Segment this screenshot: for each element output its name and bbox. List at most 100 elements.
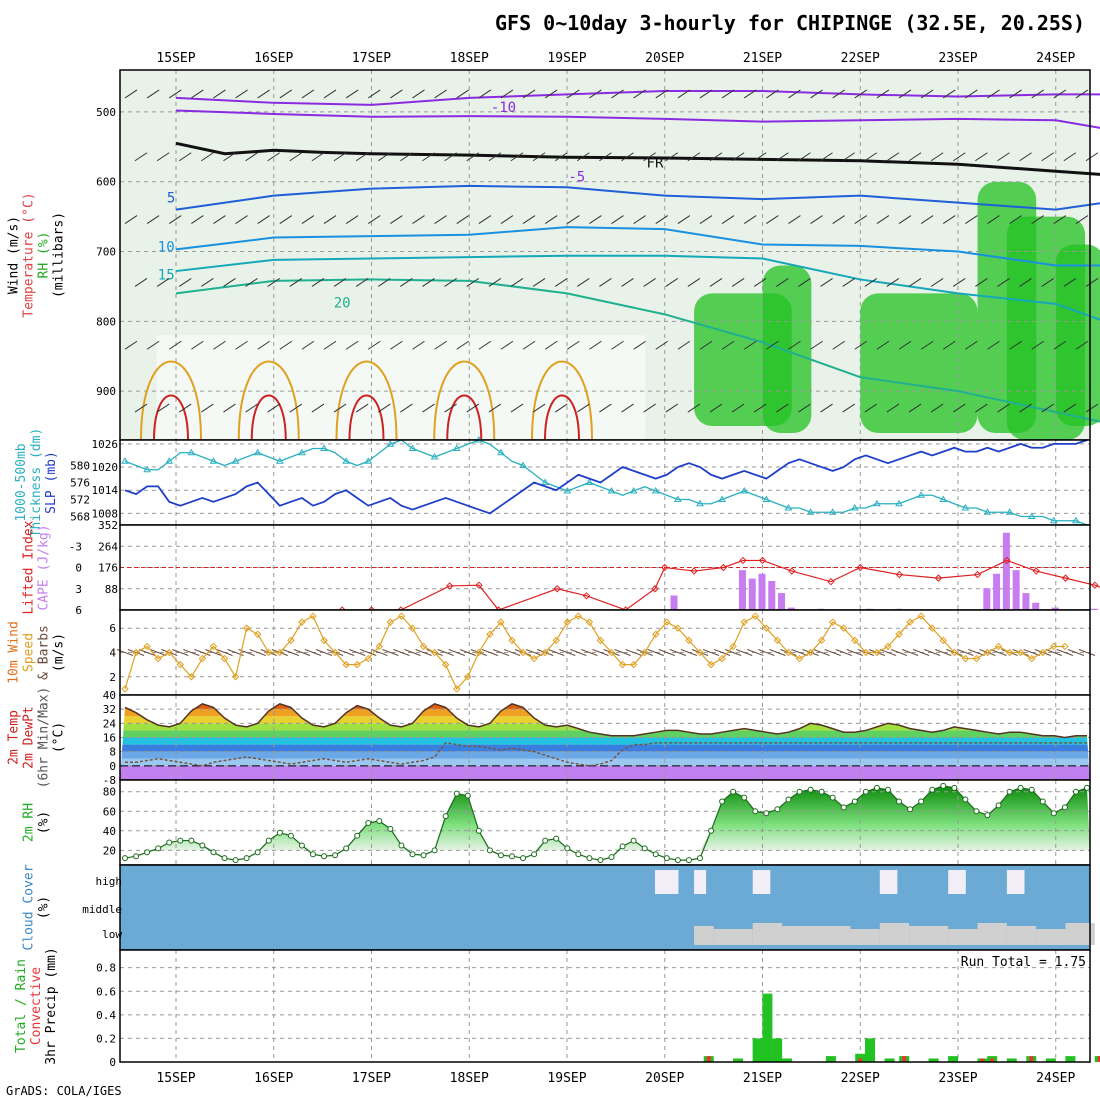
wind-speed-marker (519, 648, 527, 657)
wind-barb (835, 649, 852, 656)
wind-barb (736, 649, 753, 656)
rh-marker (398, 842, 405, 849)
wind-barb (820, 277, 833, 287)
wind-barb (1075, 340, 1089, 350)
thickness-marker (408, 444, 417, 451)
wind-barb (434, 340, 447, 350)
lifted-index-marker (661, 563, 669, 572)
wind-barb (315, 649, 333, 656)
wind-barb (216, 649, 233, 656)
bottom-date-label: 20SEP (645, 1071, 684, 1086)
wind-barb (776, 152, 789, 162)
wind-barb (257, 340, 270, 350)
wind-barb (842, 152, 855, 162)
wind-speed-marker (276, 648, 284, 657)
wind-speed-marker (740, 618, 748, 626)
lifted-index-marker (1061, 574, 1070, 582)
thickness-marker (386, 440, 395, 447)
footer-credit: GrADS: COLA/IGES (6, 1084, 122, 1098)
cape-tick-label: 88 (105, 583, 118, 596)
cape-bar (1022, 593, 1030, 610)
rh-patch (762, 265, 812, 434)
cloud-high (948, 870, 966, 894)
wind-barb (665, 277, 679, 287)
wind-barb (510, 403, 524, 413)
wind-barb (289, 403, 303, 413)
wind-barb (832, 89, 845, 99)
wind-barb (920, 89, 934, 99)
wind-barb (577, 277, 590, 287)
wind-barb (500, 215, 514, 225)
slp-tick-label: 1026 (92, 438, 119, 451)
thickness-marker (983, 508, 992, 515)
rh-tick-label: 60 (103, 805, 116, 818)
wind-speed-marker (729, 642, 737, 651)
wind-speed-marker (475, 648, 483, 657)
wind-speed-marker (1050, 642, 1058, 651)
wind-barb (377, 403, 391, 413)
wind-speed-marker (1016, 648, 1025, 657)
rh-marker (696, 855, 703, 862)
precip-bar (762, 993, 773, 1062)
cape-tick-label: 352 (98, 519, 118, 532)
wind-barb (1053, 340, 1067, 350)
panel-border (119, 949, 1091, 1063)
wind-speed-marker (408, 624, 417, 632)
rh-marker (862, 788, 869, 795)
thickness-marker (275, 457, 284, 464)
precip-bar (948, 1056, 959, 1062)
lifted-index-marker (651, 585, 659, 593)
wind-barb (864, 403, 878, 413)
rh-marker (199, 842, 206, 849)
wind-barb (731, 277, 745, 287)
temp-line (124, 703, 1087, 739)
li-tick-label: 3 (75, 583, 82, 596)
lifted-index-marker (934, 574, 943, 582)
wind-barb (323, 340, 337, 350)
wind-barb (156, 403, 170, 413)
wind-speed-marker (596, 636, 605, 645)
wind-barb (788, 89, 801, 99)
panel-precip: 0 0.2 0.4 0.6 0.8 Run Total = 1.75 Total / Rai… (14, 947, 1100, 1069)
wind-barb (422, 152, 435, 162)
wind-barb (355, 152, 369, 162)
wind-barb (532, 403, 546, 413)
wind-barb (377, 277, 391, 287)
temp-contour-hot (446, 394, 483, 441)
thickness-marker (718, 495, 726, 502)
wind-barb (854, 340, 868, 350)
precip-bar (855, 1053, 866, 1062)
rh-marker (210, 849, 217, 856)
wind-barb (213, 215, 226, 225)
wind-barb (201, 277, 214, 287)
thickness-marker (430, 453, 439, 460)
axis-title: 1000-500mb (14, 443, 29, 521)
wind-barb (687, 152, 701, 162)
axis-title: RH (%) (37, 232, 52, 279)
wind-speed-marker (873, 648, 881, 657)
cape-bar (983, 588, 991, 610)
wind-barb (178, 403, 192, 413)
wind-speed-marker (287, 636, 295, 645)
wind-barb (544, 215, 558, 225)
rh-marker (243, 855, 250, 862)
wind-speed-marker (1005, 648, 1014, 657)
wind-barb (172, 649, 189, 656)
wind-barb (311, 277, 325, 287)
bottom-date-labels: 15SEP 16SEP 17SEP 18SEP 19SEP 20SEP 21SEP 22SEP… (156, 1071, 1075, 1086)
wind-barb (677, 340, 691, 350)
wind-barb (478, 340, 492, 350)
wind-barb (1053, 215, 1067, 225)
wind-barb (731, 152, 745, 162)
wind-barb (886, 403, 900, 413)
wind-barb (168, 89, 182, 99)
thickness-marker (1005, 508, 1014, 515)
wind-barb (599, 277, 612, 287)
wind-barb (345, 89, 359, 99)
li-tick-label: 0 (75, 562, 82, 575)
rh-marker (265, 837, 272, 844)
rh-marker (453, 790, 460, 797)
wind-tick-label: 4 (109, 647, 116, 660)
wind-barb (876, 340, 890, 350)
wind-barb (333, 277, 347, 287)
